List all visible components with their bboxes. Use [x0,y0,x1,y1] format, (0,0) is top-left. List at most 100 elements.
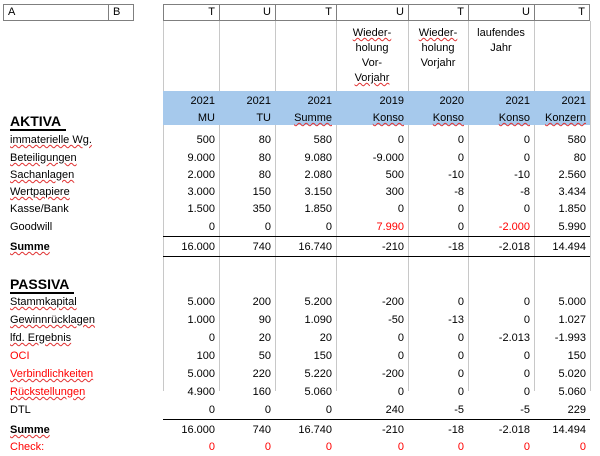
cell-value[interactable]: 350 [252,203,271,215]
cell-value[interactable]: 80 [573,152,586,164]
cell-value[interactable]: 0 [264,221,271,233]
entity-cell[interactable]: MU [197,112,215,124]
cell-value[interactable]: 0 [523,134,530,146]
cell-value[interactable]: -2.013 [498,332,530,344]
entity-cell[interactable]: TU [256,112,271,124]
cell-value[interactable]: 0 [457,386,464,398]
cell-value[interactable]: 1.500 [187,203,215,215]
entity-cell[interactable]: Konso [498,112,530,124]
year-cell[interactable]: 2019 [379,95,404,107]
cell-value[interactable]: 0 [457,203,464,215]
cell-value[interactable]: 5.000 [558,296,586,308]
cell-value[interactable]: 0 [523,350,530,362]
cell-value[interactable]: 0 [208,404,215,416]
col-header-c1[interactable]: U [219,4,275,21]
year-cell[interactable]: 2021 [505,95,530,107]
row-label[interactable]: Stammkapital [10,296,77,308]
cell-value[interactable]: 0 [264,441,271,453]
cell-value[interactable]: 300 [385,186,404,198]
cell-value[interactable]: 150 [313,350,332,362]
cell-value[interactable]: 740 [252,241,271,253]
cell-value[interactable]: -2.018 [498,241,530,253]
cell-value[interactable]: 5.220 [304,368,332,380]
cell-value[interactable]: -18 [448,424,464,436]
cell-value[interactable]: 3.000 [187,186,215,198]
entity-cell[interactable]: Summe [294,112,332,124]
cell-value[interactable]: 0 [457,368,464,380]
row-label[interactable]: Sachanlagen [10,169,75,181]
cell-value[interactable]: 5.000 [187,296,215,308]
cell-value[interactable]: 0 [325,404,332,416]
cell-value[interactable]: 80 [258,152,271,164]
cell-value[interactable]: 0 [523,314,530,326]
cell-value[interactable]: 240 [385,404,404,416]
cell-value[interactable]: 0 [523,368,530,380]
cell-value[interactable]: 0 [579,441,586,453]
entity-cell[interactable]: Konso [372,112,404,124]
cell-value[interactable]: 0 [523,203,530,215]
cell-value[interactable]: 5.060 [558,386,586,398]
cell-value[interactable]: 0 [457,296,464,308]
cell-value[interactable]: 0 [325,441,332,453]
cell-value[interactable]: 2.080 [304,169,332,181]
cell-value[interactable]: 229 [567,404,586,416]
year-cell[interactable]: 2021 [561,95,586,107]
cell-value[interactable]: -2.018 [498,424,530,436]
row-label[interactable]: immaterielle Wg. [10,134,92,146]
cell-value[interactable]: 9.000 [187,152,215,164]
cell-value[interactable]: 14.494 [552,424,586,436]
entity-cell[interactable]: Konso [432,112,464,124]
cell-value[interactable]: 0 [208,332,215,344]
cell-value[interactable]: -1.993 [554,332,586,344]
cell-value[interactable]: 500 [196,134,215,146]
cell-value[interactable]: -200 [381,368,404,380]
cell-value[interactable]: -10 [448,169,464,181]
cell-value[interactable]: 0 [523,441,530,453]
cell-value[interactable]: 2.000 [187,169,215,181]
cell-value[interactable]: 500 [385,169,404,181]
cell-value[interactable]: 1.850 [304,203,332,215]
cell-value[interactable]: 1.000 [187,314,215,326]
cell-value[interactable]: -18 [448,241,464,253]
cell-value[interactable]: -5 [520,404,530,416]
cell-value[interactable]: 0 [397,350,404,362]
row-label[interactable]: DTL [10,404,31,416]
cell-value[interactable]: 0 [457,350,464,362]
row-label[interactable]: Wertpapiere [10,186,70,198]
cell-value[interactable]: 100 [196,350,215,362]
cell-value[interactable]: 0 [325,221,332,233]
cell-value[interactable]: -200 [381,296,404,308]
cell-value[interactable]: 580 [567,134,586,146]
col-header-c3[interactable]: U [336,4,408,21]
cell-value[interactable]: 0 [208,221,215,233]
cell-value[interactable]: 5.020 [558,368,586,380]
row-label[interactable]: lfd. Ergebnis [10,332,72,344]
cell-value[interactable]: 5.200 [304,296,332,308]
cell-value[interactable]: 4.900 [187,386,215,398]
year-cell[interactable]: 2020 [439,95,464,107]
cell-value[interactable]: 14.494 [552,241,586,253]
cell-value[interactable]: 0 [523,296,530,308]
entity-cell[interactable]: Konzern [545,112,586,124]
cell-value[interactable]: 2.560 [558,169,586,181]
cell-value[interactable]: -5 [454,404,464,416]
col-header-c0[interactable]: T [163,4,219,21]
cell-value[interactable]: -50 [388,314,404,326]
cell-value[interactable]: 5.060 [304,386,332,398]
cell-value[interactable]: 80 [258,169,271,181]
cell-value[interactable]: 1.850 [558,203,586,215]
col-header-c2[interactable]: T [275,4,336,21]
cell-value[interactable]: 16.000 [181,241,215,253]
cell-value[interactable]: 150 [252,186,271,198]
row-label[interactable]: Rückstellungen [10,386,86,398]
col-header-B[interactable]: B [108,4,134,21]
cell-value[interactable]: 580 [313,134,332,146]
cell-value[interactable]: -2.000 [498,221,530,233]
cell-value[interactable]: -9.000 [372,152,404,164]
year-cell[interactable]: 2021 [190,95,215,107]
col-header-c4[interactable]: T [408,4,468,21]
cell-value[interactable]: 740 [252,424,271,436]
cell-value[interactable]: 0 [397,441,404,453]
col-header-c5[interactable]: U [468,4,534,21]
row-label[interactable]: OCI [10,350,30,362]
